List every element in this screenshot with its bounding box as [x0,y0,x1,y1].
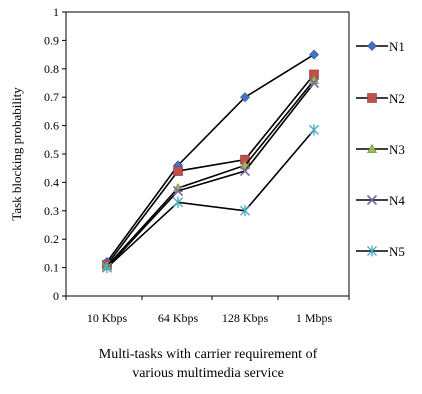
data-point [102,262,112,274]
legend-marker [366,194,378,206]
data-point [240,92,250,103]
y-tick-label: 1 [53,5,59,19]
data-point [172,185,184,196]
y-tick-label: 0.8 [44,62,59,76]
data-point [240,205,250,217]
data-point [309,49,319,60]
legend-label: N4 [389,193,405,208]
legend-entry: N1 [356,39,405,54]
legend-entry: N5 [356,244,405,259]
x-tick-label: 128 Kbps [222,311,269,325]
x-tick-label: 64 Kbps [158,311,199,325]
y-axis-title: Task blocking probability [9,87,24,221]
legend-entry: N4 [356,193,405,208]
y-tick-label: 0 [53,289,59,303]
y-tick-label: 0.3 [44,204,59,218]
x-axis-title-line-1: Multi-tasks with carrier requirement of [99,347,318,362]
series-n4 [101,77,320,273]
x-tick-label: 1 Mbps [296,311,333,325]
series-line [106,129,315,269]
x-axis-title-line-2: various multimedia service [132,366,284,381]
data-point [173,196,183,208]
y-tick-label: 0.9 [44,33,59,47]
legend-marker [366,143,378,153]
y-tick-label: 0.2 [44,232,59,246]
legend: N1 N2 N3 N4 N5 [356,39,405,259]
y-tick-label: 0.5 [44,147,59,161]
legend-marker [367,245,377,257]
plot-area [65,11,350,297]
data-point [309,124,319,136]
legend-entry: N3 [356,142,405,157]
y-tick-label: 0.4 [44,175,59,189]
series-line [106,82,315,269]
series-n3 [101,75,320,271]
data-point [239,165,251,177]
y-tick-label: 0.6 [44,119,59,133]
x-tick-label: 10 Kbps [87,311,128,325]
series-line [106,79,315,267]
data-point [173,166,183,176]
legend-label: N2 [389,91,405,106]
y-tick-label: 0.7 [44,90,59,104]
legend-entry: N2 [356,91,405,106]
series-line [106,53,315,263]
legend-marker [367,41,377,51]
series-n5 [102,124,319,274]
series-layer [101,49,320,274]
legend-marker [367,93,377,103]
series-n1 [102,49,319,267]
x-axis: 10 Kbps 64 Kbps 128 Kbps 1 Mbps [65,296,350,325]
legend-label: N1 [389,39,405,54]
data-point [308,77,320,89]
legend-label: N5 [389,244,405,259]
series-n2 [102,69,319,270]
y-tick-label: 0.1 [44,261,59,275]
y-axis: 0 0.1 0.2 0.3 0.4 0.5 0.6 0.7 0.8 0.9 1 [44,5,66,303]
legend-label: N3 [389,142,405,157]
series-line [106,73,315,266]
